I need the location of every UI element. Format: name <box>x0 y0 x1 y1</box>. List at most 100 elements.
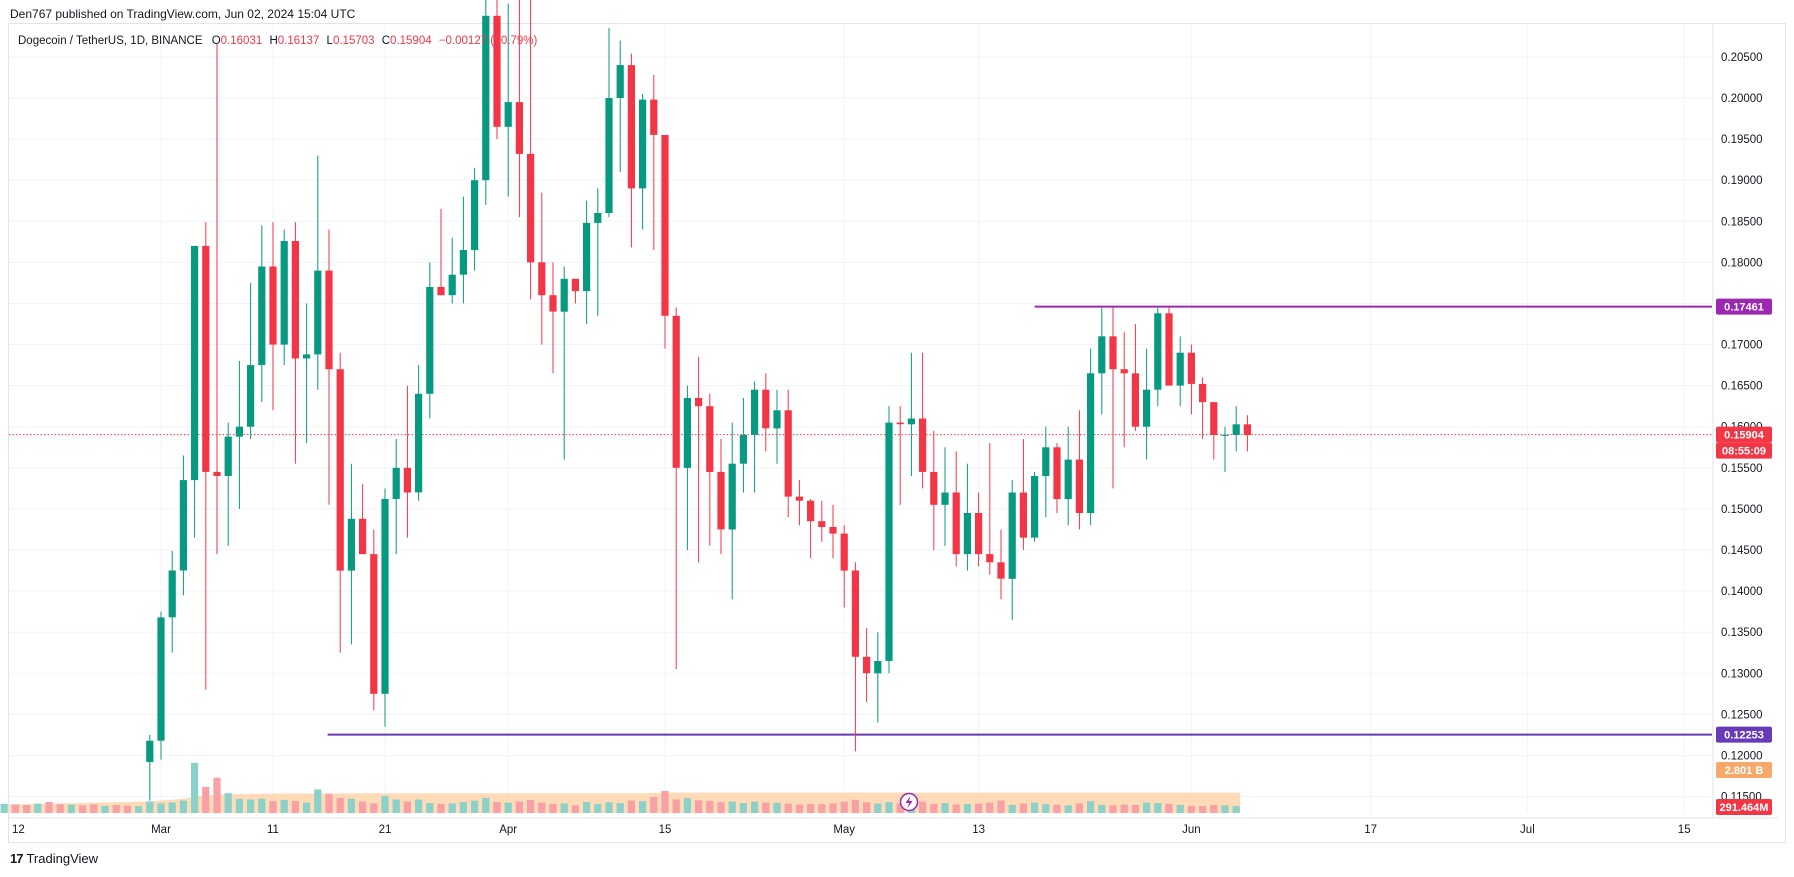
volume-bar <box>437 803 445 813</box>
volume-bar <box>997 800 1005 813</box>
volume-bar <box>403 801 411 813</box>
countdown-tag-bg <box>1716 442 1772 459</box>
candle <box>202 222 210 690</box>
candle-body <box>1210 402 1218 435</box>
volume-bar <box>1232 806 1240 813</box>
price-tick-label: 0.14000 <box>1721 586 1763 598</box>
volume-bar <box>1199 806 1207 813</box>
candle-body <box>538 262 546 296</box>
support-price-tag-bg <box>1716 726 1772 743</box>
legend-close-label: C <box>381 35 391 47</box>
horizontal-levels <box>327 305 1712 736</box>
candle <box>482 0 490 205</box>
volume-bar <box>896 803 904 813</box>
candle <box>303 303 311 444</box>
price-axis: 0.115000.120000.125000.130000.135000.140… <box>1712 24 1763 818</box>
lightning-icon[interactable] <box>899 792 919 812</box>
support-price-tag: 0.12253 <box>1724 730 1764 742</box>
volume-bar <box>504 802 512 813</box>
candle-body <box>426 287 434 394</box>
candle-body <box>1053 447 1061 500</box>
volume-bar <box>213 777 221 813</box>
candle <box>885 406 893 674</box>
time-tick-label: 13 <box>972 824 985 836</box>
legend-high: 0.16137 <box>277 35 320 47</box>
footer[interactable]: 17 TradingView <box>10 851 98 866</box>
candle <box>706 393 714 546</box>
candle <box>784 389 792 518</box>
candle-body <box>269 266 277 345</box>
candle <box>795 480 803 526</box>
candle <box>1042 426 1050 518</box>
tradingview-brand: TradingView <box>26 851 99 866</box>
candle-body <box>482 15 490 181</box>
candle <box>280 229 288 366</box>
ohlc-legend: Dogecoin / TetherUS, 1D, BINANCE O0.1603… <box>18 35 537 47</box>
volume-bar <box>1008 804 1016 814</box>
candle <box>818 500 826 542</box>
volume-bar <box>1064 805 1072 813</box>
candle-body <box>1143 389 1151 427</box>
volume-bar <box>795 804 803 813</box>
candle-body <box>370 554 378 694</box>
volume-bar <box>538 802 546 813</box>
volume-bar <box>34 803 42 813</box>
volume-bar <box>67 804 75 814</box>
candle-body <box>213 471 221 476</box>
candle-body <box>280 241 288 345</box>
candle-body <box>168 570 176 618</box>
candle <box>762 373 770 452</box>
candle-body <box>202 245 210 472</box>
time-tick-label: 21 <box>379 824 392 836</box>
candle-body <box>571 278 579 292</box>
legend-open: 0.16031 <box>220 35 263 47</box>
volume-last-tag: 291.464M <box>1720 802 1769 814</box>
candle-body <box>1042 447 1050 477</box>
candle-body <box>583 222 591 292</box>
candle-body <box>191 245 199 481</box>
price-tick-label: 0.16500 <box>1721 381 1763 393</box>
candle <box>583 200 591 324</box>
candle <box>1109 307 1117 489</box>
candle-body <box>605 98 613 214</box>
candle <box>851 562 859 752</box>
volume-bar <box>269 801 277 813</box>
candle <box>1232 406 1240 452</box>
chart-frame <box>8 23 1786 843</box>
volume-bar <box>661 791 669 813</box>
volume-bar <box>45 802 53 813</box>
volume-bar <box>23 805 31 813</box>
volume-bar <box>280 799 288 813</box>
time-tick-label: 15 <box>659 824 672 836</box>
time-tick-label: 12 <box>12 824 25 836</box>
volume-bar <box>202 786 210 813</box>
candle <box>807 499 815 559</box>
candle <box>1031 471 1039 542</box>
volume-ma-tag-bg <box>1716 762 1772 778</box>
candle <box>874 632 882 723</box>
candle <box>359 484 367 555</box>
candle-body <box>1154 313 1162 390</box>
volume-bar <box>1210 805 1218 813</box>
volume-bar <box>975 803 983 813</box>
volume-bar <box>762 802 770 813</box>
volume-last-tag-bg <box>1716 799 1772 815</box>
time-tick-label: Jun <box>1182 824 1201 836</box>
volume-bar <box>627 800 635 813</box>
volume-bar <box>235 798 243 813</box>
last-price-tag: 0.15904 <box>1724 430 1765 442</box>
candle <box>291 222 299 464</box>
time-axis: 12Mar1121Apr15May13Jun17Jul15Aug1222Sep <box>9 817 1778 836</box>
volume-bar <box>818 804 826 813</box>
candle-body <box>504 102 512 127</box>
candle-body <box>594 213 602 223</box>
volume-bar <box>549 803 557 813</box>
volume-bar <box>1031 802 1039 813</box>
candle <box>1154 306 1162 407</box>
candle-body <box>381 499 389 694</box>
volume-bar <box>359 801 367 813</box>
candle <box>963 463 971 571</box>
volume-bar <box>146 801 154 813</box>
candle-body <box>1008 492 1016 579</box>
